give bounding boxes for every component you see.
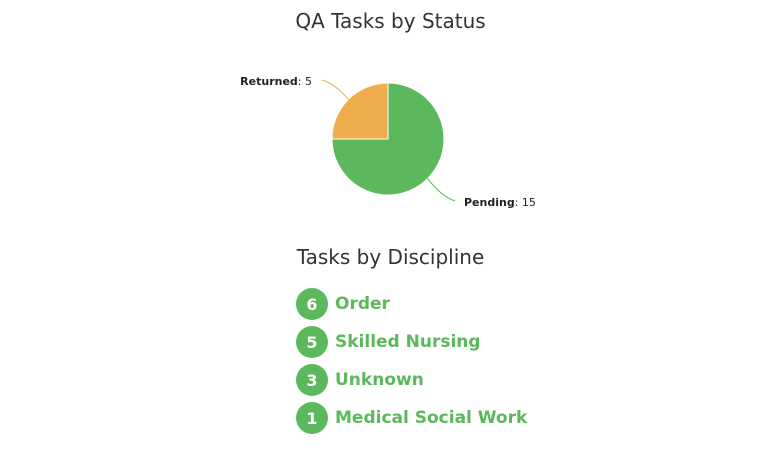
discipline-title: Tasks by Discipline — [296, 245, 485, 269]
pie-label-returned: Returned: 5 — [240, 75, 312, 88]
status-pie-chart: Pending: 15 Returned: 5 — [240, 75, 536, 209]
pie-label-pending: Pending: 15 — [464, 196, 536, 209]
pie-slice-returned[interactable] — [331, 82, 389, 140]
chart-title: QA Tasks by Status — [295, 9, 486, 33]
pie-connector-returned — [321, 79, 349, 100]
discipline-item-medical-social-work[interactable]: 1 Medical Social Work — [296, 402, 527, 434]
discipline-label[interactable]: Unknown — [335, 370, 424, 390]
count-badge: 6 — [296, 288, 328, 320]
discipline-item-order[interactable]: 6 Order — [296, 288, 527, 320]
count-badge: 3 — [296, 364, 328, 396]
discipline-label[interactable]: Order — [335, 294, 390, 314]
pie-connector-pending — [427, 178, 456, 202]
count-badge: 1 — [296, 402, 328, 434]
count-badge: 5 — [296, 326, 328, 358]
pie-slice-pending[interactable] — [331, 82, 445, 196]
discipline-item-unknown[interactable]: 3 Unknown — [296, 364, 527, 396]
discipline-label[interactable]: Skilled Nursing — [335, 332, 481, 352]
discipline-list: 6 Order 5 Skilled Nursing 3 Unknown 1 Me… — [296, 288, 527, 440]
discipline-item-skilled-nursing[interactable]: 5 Skilled Nursing — [296, 326, 527, 358]
discipline-label[interactable]: Medical Social Work — [335, 408, 528, 428]
